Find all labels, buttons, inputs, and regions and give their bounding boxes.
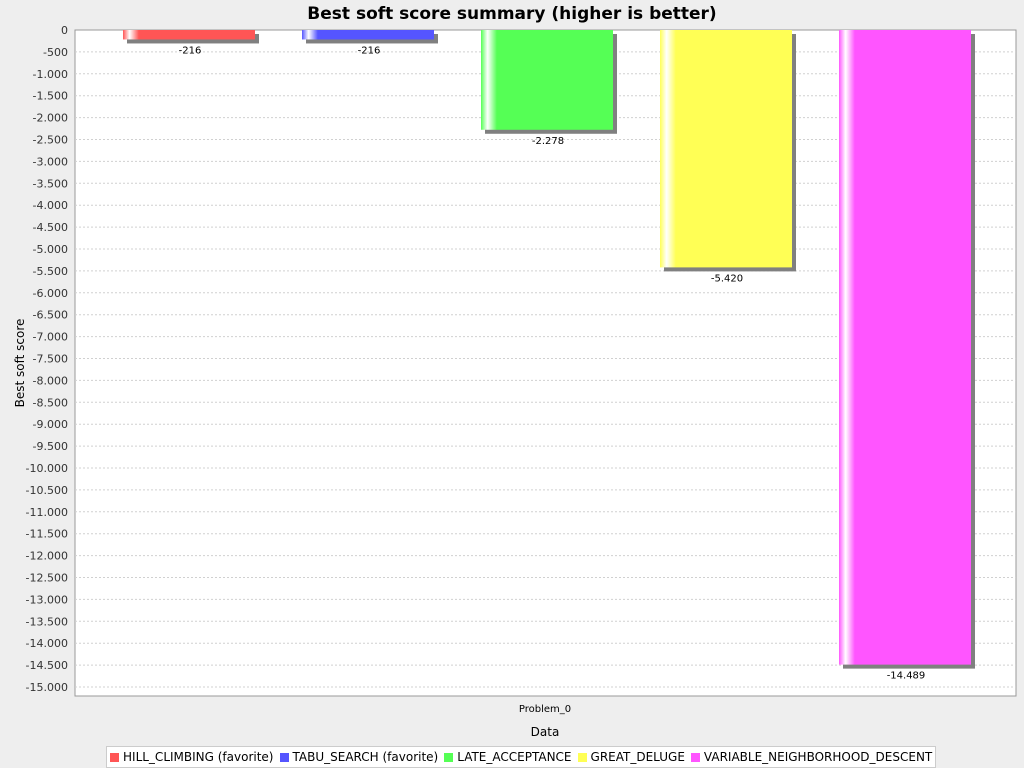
data-labels: -216 -216 -2.278 -5.420 -14.489: [179, 45, 926, 681]
y-tick-label: -2.500: [33, 134, 68, 147]
legend-swatch: [279, 752, 289, 762]
legend-swatch: [110, 752, 119, 762]
bar: [481, 30, 613, 130]
y-tick-label: -14.000: [26, 637, 68, 650]
bar: [839, 30, 971, 665]
bar-chart: Best soft score summary (higher is bette…: [13, 4, 1017, 739]
bar: [123, 30, 255, 40]
y-tick-label: -10.000: [26, 462, 68, 475]
y-tick-label: -10.500: [26, 484, 68, 497]
y-tick-label: -13.500: [26, 615, 68, 628]
legend-item: GREAT_DELUGE: [577, 750, 685, 764]
data-label: -216: [179, 45, 202, 56]
y-tick-label: -8.000: [33, 374, 68, 387]
y-tick-label: -13.000: [26, 593, 68, 606]
y-tick-label: -14.500: [26, 659, 68, 672]
data-label: -5.420: [711, 273, 743, 284]
legend-label: LATE_ACCEPTANCE: [457, 750, 572, 764]
bars: [123, 30, 975, 669]
legend-item: HILL_CLIMBING (favorite): [110, 750, 274, 764]
bar: [660, 30, 792, 268]
y-tick-label: -15.000: [26, 681, 68, 694]
y-tick-label: -6.000: [33, 287, 68, 300]
legend-swatch: [690, 752, 700, 762]
y-tick-label: -9.000: [33, 418, 68, 431]
y-tick-label: -1.000: [33, 68, 68, 81]
legend-item: VARIABLE_NEIGHBORHOOD_DESCENT: [690, 750, 933, 764]
y-tick-label: -500: [43, 46, 68, 59]
y-tick-label: -7.500: [33, 353, 68, 366]
y-tick-label: -1.500: [33, 90, 68, 103]
bar: [302, 30, 434, 40]
legend-swatch: [444, 752, 454, 762]
y-tick-label: -5.500: [33, 265, 68, 278]
legend-label: VARIABLE_NEIGHBORHOOD_DESCENT: [703, 750, 933, 764]
y-tick-label: -11.500: [26, 528, 68, 541]
y-tick-label: -4.500: [33, 221, 68, 234]
y-tick-label: -12.500: [26, 572, 68, 585]
y-axis: 0 -500 -1.000 -1.500 -2.000 -2.500 -3.000 -3.50…: [26, 24, 68, 694]
legend-label: HILL_CLIMBING (favorite): [123, 750, 274, 764]
legend-item: TABU_SEARCH (favorite): [279, 750, 439, 764]
y-tick-label: -7.000: [33, 331, 68, 344]
x-axis-label: Data: [531, 725, 560, 739]
y-tick-label: -5.000: [33, 243, 68, 256]
legend: HILL_CLIMBING (favorite) TABU_SEARCH (fav…: [106, 746, 937, 768]
y-tick-label: -9.500: [33, 440, 68, 453]
y-tick-label: -11.000: [26, 506, 68, 519]
y-tick-label: 0: [61, 24, 68, 37]
legend-swatch: [577, 752, 587, 762]
data-label: -2.278: [532, 136, 564, 147]
chart-title: Best soft score summary (higher is bette…: [307, 4, 716, 24]
x-axis: Problem_0: [519, 704, 571, 715]
y-tick-label: -6.500: [33, 309, 68, 322]
y-tick-label: -2.000: [33, 112, 68, 125]
legend-item: LATE_ACCEPTANCE: [444, 750, 572, 764]
y-tick-label: -3.500: [33, 177, 68, 190]
data-label: -14.489: [887, 671, 926, 682]
data-label: -216: [358, 45, 381, 56]
y-tick-label: -8.500: [33, 396, 68, 409]
y-tick-label: -4.000: [33, 199, 68, 212]
y-axis-label: Best soft score: [13, 319, 27, 408]
legend-label: TABU_SEARCH (favorite): [292, 750, 439, 764]
x-tick-label: Problem_0: [519, 704, 571, 715]
y-tick-label: -12.000: [26, 550, 68, 563]
y-tick-label: -3.000: [33, 155, 68, 168]
legend-label: GREAT_DELUGE: [590, 750, 685, 764]
